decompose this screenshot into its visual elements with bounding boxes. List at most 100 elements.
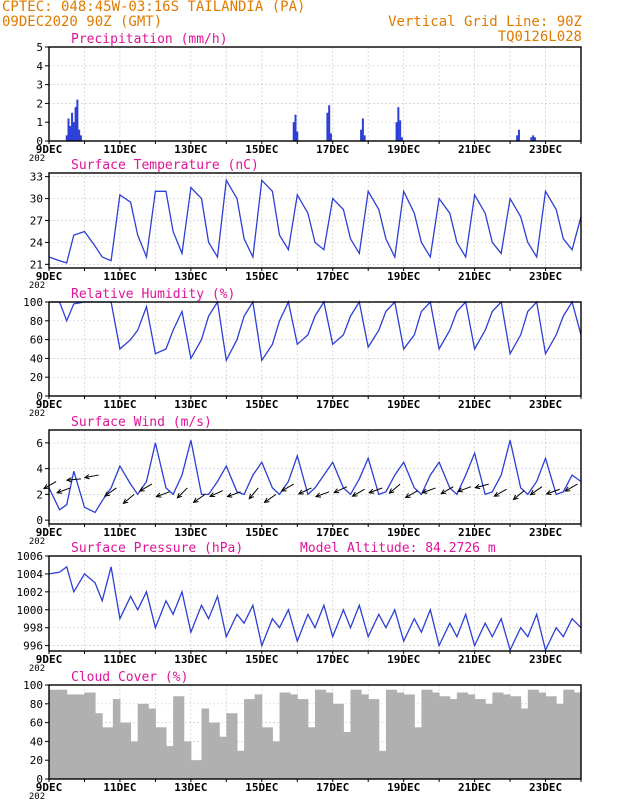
y-tick-label: 4	[36, 60, 43, 73]
precip-bar	[517, 129, 520, 141]
cloud-bar	[492, 692, 504, 779]
x-tick-label: 13DEC	[174, 781, 207, 794]
y-tick-label: 2	[36, 488, 43, 501]
wind-arrow	[263, 493, 277, 504]
wind-arrow	[456, 486, 472, 493]
panel-frame	[48, 555, 582, 652]
x-tick-label: 13DEC	[174, 653, 207, 666]
wind-arrow	[314, 491, 330, 498]
wind-arrow	[155, 491, 170, 498]
x-tick-label: 15DEC	[245, 270, 278, 283]
cloud-bar	[467, 694, 476, 779]
x-tick-label: 13DEC	[174, 526, 207, 539]
humidity-line	[49, 299, 582, 363]
wind-arrow	[474, 483, 489, 490]
y-tick-label: 20	[30, 371, 43, 384]
y-tick-label: 80	[30, 315, 43, 328]
x-tick-label: 11DEC	[103, 653, 136, 666]
precip-bar	[71, 112, 74, 141]
cloud-bar	[102, 727, 114, 779]
x-tick-label: 23DEC	[529, 143, 562, 156]
precip-bar	[363, 135, 366, 141]
x-tick-label: 19DEC	[387, 270, 420, 283]
cloud-bar	[183, 741, 192, 779]
x-tick-label: 17DEC	[316, 398, 349, 411]
x-tick-label: 15DEC	[245, 781, 278, 794]
cloud-bar	[236, 750, 245, 779]
year-stub: 202	[29, 792, 45, 800]
wind-arrow	[440, 486, 454, 495]
cloud-bar	[414, 727, 422, 779]
year-stub: 202	[29, 537, 45, 547]
precip-bar	[292, 122, 295, 141]
header-grid-note: Vertical Grid Line: 90Z	[388, 14, 582, 30]
y-tick-label: 2	[36, 97, 43, 110]
cloud-bar	[520, 708, 529, 779]
x-tick-label: 17DEC	[316, 526, 349, 539]
cloud-bar	[325, 692, 334, 779]
y-tick-label: 998	[23, 622, 43, 635]
precip-bar	[361, 118, 364, 141]
cloud-bar	[449, 699, 458, 779]
wind-arrow	[122, 494, 135, 505]
x-tick-label: 15DEC	[245, 143, 278, 156]
year-stub: 202	[29, 664, 45, 674]
wind-arrow	[138, 483, 153, 492]
precip-bar	[328, 105, 331, 141]
y-tick-label: 1006	[17, 550, 44, 563]
precip-bar	[516, 135, 519, 141]
precip-bar	[69, 125, 72, 141]
header-date: 09DEC2020 90Z (GMT)	[2, 14, 163, 30]
precip-bar	[78, 129, 81, 141]
precip-bar	[532, 135, 535, 141]
y-tick-label: 60	[30, 717, 43, 730]
y-tick-label: 3	[36, 79, 43, 92]
cloud-bar	[226, 713, 238, 779]
cloud-bar	[350, 689, 362, 779]
wind-arrow	[333, 486, 348, 494]
cloud-bar	[343, 732, 351, 779]
panel-title: Precipitation (mm/h)	[71, 32, 228, 47]
cloud-bar	[403, 694, 415, 779]
wind-arrow	[42, 481, 57, 490]
cloud-bar	[563, 689, 575, 779]
x-tick-label: 23DEC	[529, 398, 562, 411]
cloud-bar	[556, 703, 564, 779]
x-tick-label: 21DEC	[458, 653, 491, 666]
wind-arrow	[368, 487, 383, 494]
wind-arrow	[529, 486, 543, 496]
y-tick-label: 20	[30, 754, 43, 767]
year-stub: 202	[29, 281, 45, 291]
header-title: CPTEC: 048:45W-03:16S TAILANDIA (PA)	[2, 0, 306, 15]
x-tick-label: 11DEC	[103, 398, 136, 411]
panel-title: Relative Humidity (%)	[71, 287, 235, 302]
cloud-bar	[148, 708, 156, 779]
x-tick-label: 19DEC	[387, 781, 420, 794]
wind-arrow	[209, 490, 223, 497]
y-tick-label: 1004	[17, 568, 44, 581]
cloud-bar	[219, 736, 227, 779]
cloud-bar	[545, 696, 557, 779]
x-tick-label: 21DEC	[458, 398, 491, 411]
wind-arrow	[65, 477, 81, 483]
precip-bar	[397, 107, 400, 141]
y-tick-label: 0	[36, 390, 43, 403]
cloud-bar	[112, 699, 121, 779]
panel-title: Cloud Cover (%)	[71, 670, 188, 685]
cloud-bar	[119, 722, 132, 779]
panel-frame	[48, 172, 582, 269]
precip-bar	[294, 114, 297, 141]
cloud-bar	[332, 703, 344, 779]
cloud-bar	[297, 699, 309, 779]
wind-arrow	[176, 487, 188, 499]
wind-arrow	[103, 487, 117, 497]
cloud-bar	[95, 713, 103, 779]
y-tick-label: 30	[30, 193, 43, 206]
y-tick-label: 40	[30, 735, 43, 748]
x-tick-label: 9DEC	[36, 398, 63, 411]
pressure-line	[48, 565, 582, 653]
cloud-bar	[456, 692, 469, 779]
cloud-bar	[315, 689, 327, 779]
cloud-bar	[261, 727, 273, 779]
cloud-bar	[538, 692, 547, 779]
